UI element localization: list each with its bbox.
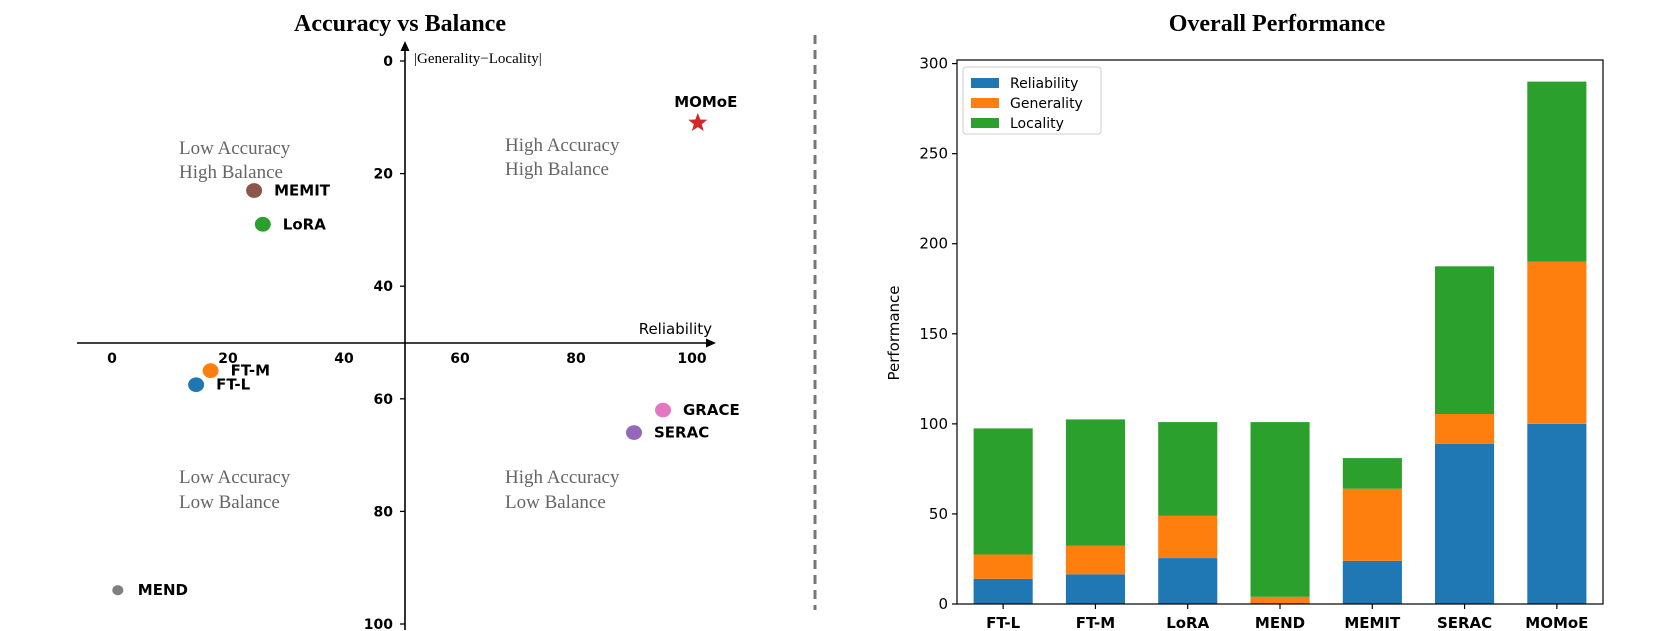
- bar-x-labels: FT-L FT-M LoRA MEND MEMIT SERAC MOMoE: [986, 604, 1588, 631]
- quadrant-bottom-left-line1: Low Accuracy: [179, 467, 291, 488]
- bar-y-tick-label: 0: [938, 595, 948, 613]
- bar-serac-generality: [1435, 414, 1495, 444]
- point-serac: [626, 425, 642, 440]
- scatter-x-tick-label: 100: [677, 351, 706, 367]
- bar-title: Overall Performance: [1169, 11, 1386, 37]
- legend-swatch-reliability: [971, 78, 999, 88]
- scatter-y-label: |Generality−Locality|: [414, 51, 542, 67]
- scatter-y-ticks: 0 20 40 60 80 100: [364, 54, 405, 631]
- point-label-mend: MEND: [138, 581, 188, 599]
- bar-x-tick-label: MEND: [1255, 614, 1305, 631]
- point-ft-m: [202, 363, 219, 379]
- bar-x-tick-label: FT-M: [1076, 614, 1115, 631]
- scatter-x-label: Reliability: [639, 320, 712, 338]
- bar-mend-locality: [1250, 422, 1310, 597]
- bar-ft-l-locality: [973, 428, 1033, 555]
- point-momoe: [688, 112, 708, 131]
- bar-momoe-locality: [1527, 81, 1587, 262]
- bar-ft-m-reliability: [1065, 574, 1125, 604]
- scatter-x-tick-label: 20: [218, 351, 238, 367]
- bar-lora-locality: [1158, 422, 1218, 516]
- scatter-y-tick-label: 100: [364, 617, 393, 631]
- scatter-y-tick-label: 60: [374, 392, 394, 408]
- quadrant-bottom-right-line2: Low Balance: [505, 492, 606, 513]
- bar-y-tick-label: 50: [929, 505, 948, 523]
- bar-x-tick-label: SERAC: [1437, 614, 1492, 631]
- point-lora: [254, 216, 271, 232]
- bar-x-tick-label: LoRA: [1166, 614, 1209, 631]
- legend-label-generality: Generality: [1010, 96, 1083, 112]
- bar-memit-generality: [1342, 488, 1402, 561]
- bar-serac-locality: [1435, 266, 1495, 414]
- bar-y-tick-label: 150: [919, 325, 948, 343]
- scatter-x-tick-label: 40: [334, 351, 354, 367]
- bar-ft-l-generality: [973, 554, 1033, 579]
- scatter-x-ticks: 0 20 40 60 80 100: [107, 351, 707, 367]
- bar-chart: Overall Performance Performance 0 50 100 15…: [885, 11, 1604, 631]
- bar-y-tick-label: 200: [919, 235, 948, 253]
- bar-legend: Reliability Generality Locality: [962, 66, 1102, 135]
- point-label-ft-m: FT-M: [231, 362, 270, 380]
- scatter-y-tick-label: 40: [374, 279, 394, 295]
- scatter-x-tick-label: 0: [107, 351, 117, 367]
- scatter-y-tick-label: 0: [383, 54, 393, 70]
- legend-swatch-locality: [971, 118, 999, 128]
- point-label-serac: SERAC: [654, 424, 709, 442]
- point-label-memit: MEMIT: [274, 181, 331, 199]
- quadrant-top-left-line1: Low Accuracy: [179, 138, 291, 159]
- scatter-chart: Accuracy vs Balance |Generality−Locality…: [77, 11, 740, 631]
- bar-memit-locality: [1342, 458, 1402, 489]
- point-label-lora: LoRA: [283, 215, 326, 233]
- bar-x-tick-label: MOMoE: [1525, 614, 1588, 631]
- bar-y-tick-label: 300: [919, 55, 948, 73]
- point-label-ft-l: FT-L: [216, 376, 250, 394]
- legend-label-reliability: Reliability: [1010, 76, 1078, 92]
- bar-serac-reliability: [1435, 443, 1495, 604]
- bar-lora-reliability: [1158, 558, 1218, 604]
- bar-x-tick-label: MEMIT: [1344, 614, 1401, 631]
- quadrant-bottom-left-line2: Low Balance: [179, 492, 280, 513]
- scatter-title: Accuracy vs Balance: [294, 11, 506, 37]
- point-grace: [655, 402, 671, 418]
- scatter-x-tick-label: 60: [450, 351, 470, 367]
- scatter-x-axis-arrow: [706, 338, 716, 348]
- bar-y-tick-label: 100: [919, 415, 948, 433]
- bar-momoe-reliability: [1527, 423, 1587, 604]
- quadrant-top-right-line1: High Accuracy: [505, 135, 620, 156]
- quadrant-top-right-line2: High Balance: [505, 159, 609, 180]
- bar-momoe-generality: [1527, 261, 1587, 424]
- bar-y-ticks: 0 50 100 150 200 250 300: [919, 55, 957, 613]
- point-label-grace: GRACE: [683, 401, 740, 419]
- bar-lora-generality: [1158, 515, 1218, 558]
- bar-mend-generality: [1250, 596, 1310, 604]
- bar-y-tick-label: 250: [919, 145, 948, 163]
- point-mend: [112, 585, 124, 596]
- bar-x-tick-label: FT-L: [986, 614, 1020, 631]
- quadrant-top-left-line2: High Balance: [179, 162, 283, 183]
- bar-y-label: Performance: [885, 285, 903, 380]
- bar-ft-m-generality: [1065, 545, 1125, 575]
- point-label-momoe: MOMoE: [674, 93, 737, 111]
- bar-ft-m-locality: [1065, 419, 1125, 546]
- point-ft-l: [188, 377, 205, 393]
- legend-swatch-generality: [971, 98, 999, 108]
- scatter-y-tick-label: 80: [374, 504, 394, 520]
- scatter-x-tick-label: 80: [566, 351, 586, 367]
- quadrant-labels: Low Accuracy High Balance High Accuracy …: [179, 135, 620, 513]
- scatter-points: MOMoE MEMIT LoRA FT-MFT-L GRACE SERAC MEND: [112, 93, 740, 599]
- legend-label-locality: Locality: [1010, 116, 1064, 132]
- bar-frame: [956, 59, 1604, 605]
- bar-ft-l-reliability: [973, 578, 1033, 604]
- bar-stacks: [973, 81, 1587, 604]
- bar-memit-reliability: [1342, 560, 1402, 604]
- scatter-y-tick-label: 20: [374, 167, 394, 183]
- scatter-y-axis-arrow: [400, 41, 410, 51]
- point-memit: [246, 183, 263, 198]
- quadrant-bottom-right-line1: High Accuracy: [505, 467, 620, 488]
